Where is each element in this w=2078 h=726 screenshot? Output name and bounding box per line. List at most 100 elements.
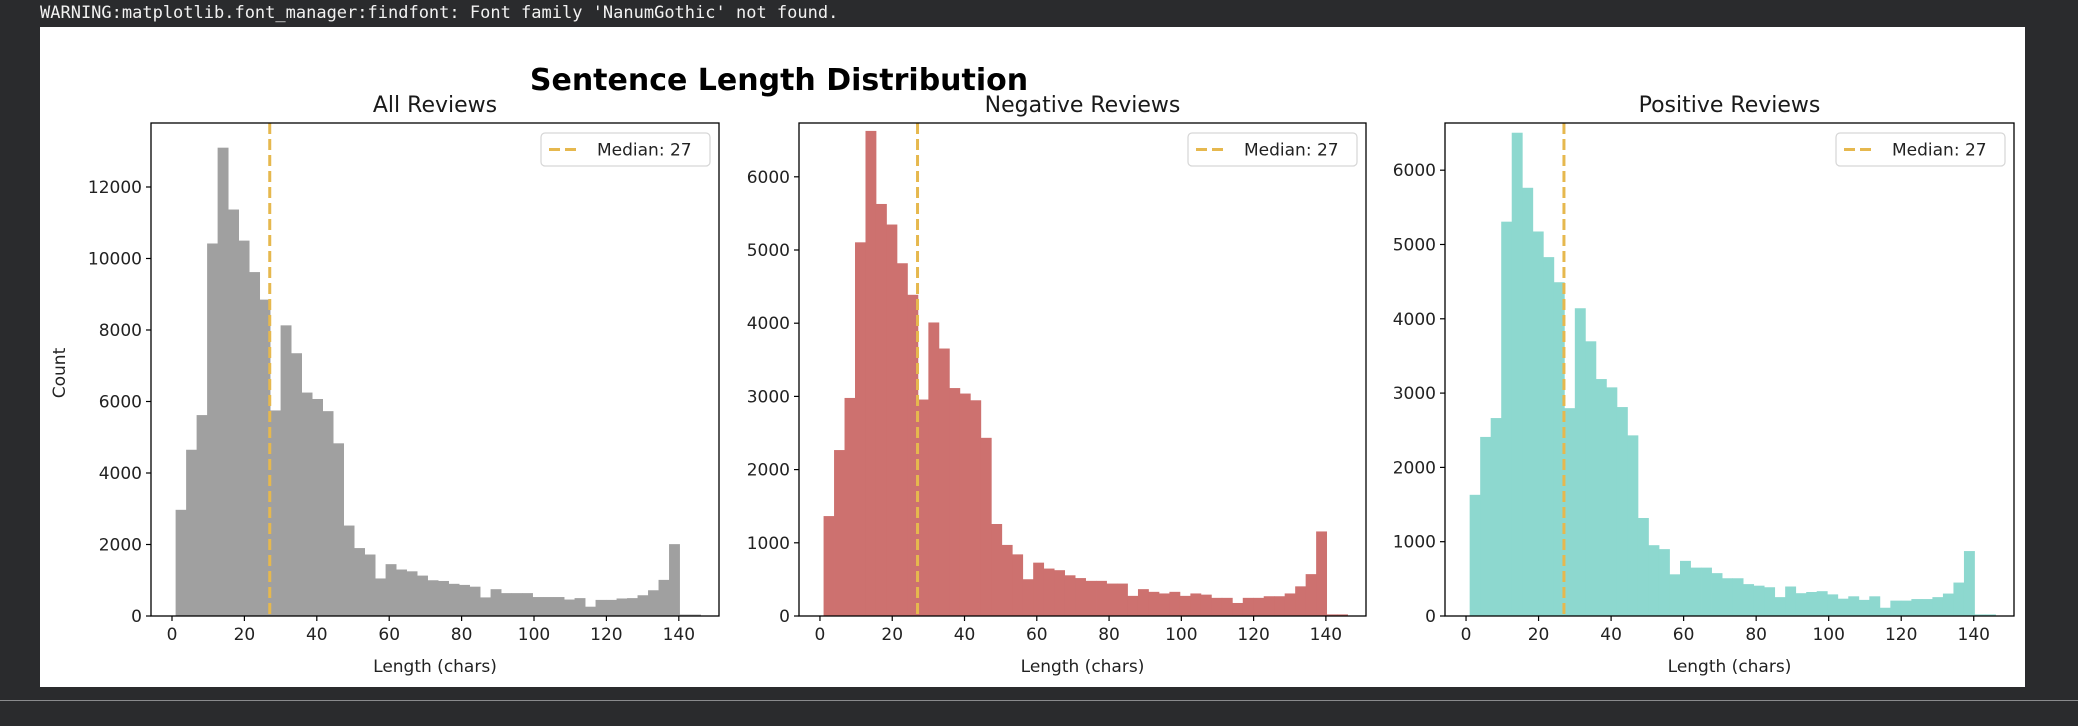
y-tick-label: 0 bbox=[1425, 607, 1436, 627]
histogram-bar bbox=[1337, 614, 1348, 616]
x-tick-label: 20 bbox=[1528, 625, 1550, 645]
histogram-bar bbox=[259, 299, 271, 616]
histogram-bar bbox=[1900, 600, 1912, 616]
histogram-bar bbox=[1869, 596, 1881, 616]
histogram-bar bbox=[1585, 341, 1597, 616]
histogram-bar bbox=[1795, 593, 1807, 616]
output-divider bbox=[0, 700, 2078, 701]
histogram-bar bbox=[627, 598, 638, 616]
histogram-bar bbox=[1001, 544, 1013, 616]
histogram-bar bbox=[354, 548, 365, 616]
histogram-bar bbox=[186, 449, 198, 616]
y-tick-label: 1000 bbox=[747, 534, 790, 554]
histogram-bar bbox=[270, 410, 281, 616]
histogram-bar bbox=[1984, 614, 1996, 616]
y-tick-label: 2000 bbox=[1393, 458, 1436, 478]
y-tick-label: 3000 bbox=[747, 387, 790, 407]
histogram-bar bbox=[1179, 595, 1191, 616]
histogram-bar bbox=[1974, 614, 1986, 616]
histogram-bar bbox=[1806, 592, 1818, 616]
y-tick-label: 4000 bbox=[99, 464, 142, 484]
histogram-bar bbox=[959, 393, 971, 616]
histogram-bar bbox=[679, 614, 691, 616]
histogram-bar bbox=[196, 415, 208, 616]
y-tick-label: 5000 bbox=[747, 241, 790, 261]
y-tick-label: 6000 bbox=[747, 168, 790, 188]
histogram-bar bbox=[238, 240, 250, 616]
histogram-bar bbox=[1012, 554, 1024, 616]
subplot-positive-reviews: Positive Reviews 0 20 40 60 80 100 120 140 0 1000 2… bbox=[1393, 93, 2015, 677]
y-tick-label: 8000 bbox=[99, 321, 142, 341]
subplot-title: All Reviews bbox=[373, 93, 497, 118]
histogram-bar bbox=[406, 571, 418, 616]
histogram-bar bbox=[543, 597, 554, 616]
histogram-bar bbox=[928, 322, 940, 616]
legend-label: Median: 27 bbox=[1892, 141, 1987, 161]
histogram-bar bbox=[1743, 584, 1755, 616]
histogram-bar bbox=[312, 398, 323, 616]
histogram-bar bbox=[1522, 187, 1534, 617]
histogram-bar bbox=[616, 598, 628, 616]
histogram-bar bbox=[980, 437, 992, 616]
histogram-bar bbox=[1490, 418, 1502, 616]
x-tick-label: 100 bbox=[1812, 625, 1844, 645]
histogram-bar bbox=[1963, 551, 1975, 616]
x-tick-label: 140 bbox=[663, 625, 695, 645]
x-axis-label: Length (chars) bbox=[1021, 657, 1145, 677]
histogram-bar bbox=[823, 516, 835, 616]
figure-canvas: Sentence Length Distribution Count All R… bbox=[40, 27, 2025, 687]
histogram-bar bbox=[1022, 579, 1034, 616]
histogram-bar bbox=[1284, 593, 1296, 616]
histogram-bar bbox=[1785, 586, 1797, 616]
histogram-bar bbox=[606, 599, 617, 616]
histogram-bar bbox=[1553, 282, 1565, 616]
console-warning: WARNING:matplotlib.font_manager:findfont… bbox=[40, 3, 839, 23]
x-tick-label: 100 bbox=[1165, 625, 1197, 645]
histogram-bar bbox=[1232, 602, 1244, 616]
histogram-bar bbox=[1574, 308, 1586, 616]
histogram-bar bbox=[1879, 607, 1891, 616]
x-tick-label: 60 bbox=[1673, 625, 1695, 645]
histogram-bar bbox=[1511, 132, 1523, 616]
histogram-bar bbox=[1326, 614, 1338, 616]
x-axis-label: Length (chars) bbox=[373, 657, 497, 677]
histogram-bar bbox=[375, 578, 386, 616]
histogram-bar bbox=[1848, 596, 1860, 616]
histogram-bar bbox=[1316, 531, 1328, 616]
histogram-bar bbox=[917, 399, 929, 616]
histogram-bar bbox=[896, 263, 908, 616]
y-tick-label: 6000 bbox=[1393, 161, 1436, 181]
histogram-bar bbox=[1043, 568, 1055, 616]
histogram-bar bbox=[1942, 593, 1954, 616]
histogram-bar bbox=[865, 130, 877, 616]
legend: Median: 27 bbox=[1187, 132, 1358, 167]
histogram-bar bbox=[1774, 597, 1786, 616]
y-tick-label: 2000 bbox=[747, 461, 790, 481]
x-tick-label: 80 bbox=[451, 625, 473, 645]
histogram-bar bbox=[385, 564, 397, 616]
histogram-bar bbox=[322, 411, 334, 616]
histogram-bars bbox=[175, 147, 701, 617]
histogram-bar bbox=[1722, 578, 1733, 616]
histogram-bar bbox=[1764, 587, 1776, 616]
x-tick-label: 60 bbox=[1026, 625, 1048, 645]
y-tick-label: 1000 bbox=[1393, 533, 1436, 553]
histogram-bar bbox=[469, 586, 481, 616]
histogram-bar bbox=[1532, 231, 1544, 617]
x-tick-label: 0 bbox=[167, 625, 178, 645]
histogram-bar bbox=[1858, 599, 1870, 616]
axes-frame bbox=[150, 122, 720, 617]
y-tick-label: 4000 bbox=[1393, 310, 1436, 330]
histogram-bar bbox=[1753, 585, 1765, 616]
x-axis-label: Length (chars) bbox=[1668, 657, 1792, 677]
x-tick-label: 60 bbox=[378, 625, 400, 645]
histogram-bar bbox=[991, 523, 1003, 616]
x-axis-ticks: 0 20 40 60 80 100 120 140 bbox=[167, 616, 695, 645]
histogram-bar bbox=[291, 353, 302, 616]
histogram-bars bbox=[823, 130, 1348, 616]
axes-frame bbox=[1444, 122, 2015, 617]
histogram-bar bbox=[1158, 593, 1170, 616]
histogram-bar bbox=[648, 590, 659, 616]
histogram-bar bbox=[949, 388, 961, 616]
subplot-title: Negative Reviews bbox=[985, 93, 1181, 118]
